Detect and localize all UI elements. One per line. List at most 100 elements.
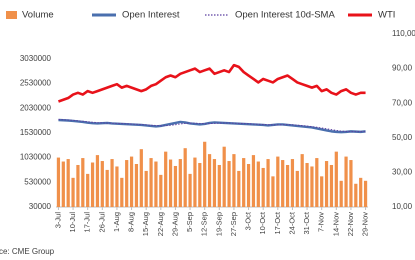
volume-bar (198, 163, 202, 207)
volume-bar (149, 158, 153, 207)
y2-tick-label: 90,00 (392, 64, 413, 73)
volume-bar (86, 173, 90, 207)
volume-bar (329, 164, 334, 207)
volume-bar (242, 158, 246, 207)
volume-bar (207, 154, 212, 207)
volume-bar (110, 159, 114, 207)
volume-bar (173, 165, 178, 207)
x-tick-label: 26-Jul (97, 212, 106, 233)
volume-bar (139, 149, 143, 207)
volume-bar (295, 170, 299, 207)
x-tick-label: 10-Jul (68, 212, 77, 233)
volume-bar (324, 161, 329, 207)
volume-bar (363, 180, 368, 207)
y2-tick-label: 10,00 (392, 202, 413, 211)
volume-bar (305, 163, 309, 207)
volume-bar (217, 164, 221, 207)
x-tick-label: 7-Nov (317, 212, 326, 232)
x-tick-label: 5-Sep (185, 212, 194, 232)
x-tick-label: 19-Sep (214, 212, 223, 236)
volume-bar (251, 155, 256, 207)
volume-bar (227, 161, 231, 207)
source-note: ce: CME Group (0, 247, 55, 256)
x-tick-label: 8-Aug (127, 212, 136, 232)
volume-bar (271, 176, 275, 207)
x-tick-label: 1-Aug (112, 212, 121, 232)
volume-bar (315, 158, 319, 207)
x-tick-label: 12-Sep (200, 212, 209, 236)
volume-bar (256, 161, 260, 207)
x-tick-label: 22-Nov (346, 212, 355, 236)
volume-bar (212, 159, 217, 207)
volume-bar (281, 160, 285, 207)
x-tick-label: 3-Jul (53, 212, 62, 229)
volume-bar (144, 170, 148, 207)
volume-bar (222, 146, 226, 207)
legend-swatch (6, 11, 17, 19)
x-tick-label: 10-Oct (258, 211, 267, 234)
volume-bar (164, 151, 168, 207)
x-tick-label: 24-Oct (287, 211, 296, 234)
volume-bar (81, 158, 85, 207)
volume-bar (100, 161, 104, 207)
volume-bar (334, 151, 338, 207)
volume-bar (71, 177, 75, 207)
y-tick-label: 30000 (29, 202, 52, 211)
y-tick-label: 2030000 (20, 103, 52, 112)
x-tick-label: 3-Oct (244, 211, 253, 230)
y2-tick-label: 70,00 (392, 98, 413, 107)
volume-bar (154, 161, 158, 207)
volume-bar (134, 163, 139, 207)
y2-tick-label: 50,00 (392, 133, 413, 142)
x-tick-label: 17-Jul (83, 212, 92, 233)
volume-bar (359, 177, 363, 207)
volume-bar (300, 154, 304, 207)
y-tick-label: 1030000 (20, 153, 52, 162)
volume-bar (188, 173, 192, 207)
y2-tick-label: 110,00 (392, 29, 415, 38)
volume-bar (125, 160, 129, 207)
volume-bar (90, 162, 95, 207)
volume-bar (344, 156, 348, 207)
legend-label: Open Interest 10d-SMA (235, 10, 335, 21)
volume-bar (266, 159, 270, 207)
open-interest-line (58, 119, 366, 133)
y-tick-label: 3030000 (20, 54, 52, 63)
volume-bar (246, 163, 251, 207)
wti-line (58, 63, 366, 103)
legend-label: Open Interest (122, 10, 180, 21)
volume-bar (66, 159, 70, 207)
volume-bar (193, 157, 197, 207)
x-tick-label: 17-Oct (273, 211, 282, 234)
y2-tick-label: 30,00 (392, 168, 413, 177)
volume-bar (203, 141, 207, 207)
volume-bar (285, 164, 290, 207)
volume-bar (168, 159, 173, 207)
legend-label: WTI (378, 10, 395, 21)
volume-bar (61, 161, 65, 207)
volume-bar (129, 156, 134, 207)
volume-bar (349, 160, 353, 207)
volume-bar (339, 180, 343, 207)
volume-bar (56, 157, 61, 207)
volume-bar (261, 167, 265, 207)
y-tick-label: 1530000 (20, 128, 52, 137)
x-tick-label: 31-Oct (302, 211, 311, 234)
volume-bar (159, 174, 163, 207)
x-tick-label: 14-Nov (331, 212, 340, 236)
volume-bar (178, 159, 182, 207)
x-tick-label: 29-Aug (170, 212, 179, 236)
open-interest-line (58, 118, 366, 134)
volume-bar (120, 177, 124, 207)
legend-label: Volume (22, 10, 54, 21)
volume-bar (276, 156, 280, 207)
x-tick-label: 29-Nov (361, 212, 370, 236)
volume-bar (237, 170, 241, 207)
x-tick-label: 15-Aug (141, 212, 150, 236)
volume-bar (320, 176, 324, 207)
x-tick-label: 22-Aug (156, 212, 165, 236)
volume-bar (115, 166, 119, 207)
volume-bar (95, 155, 100, 207)
volume-bar (76, 164, 80, 207)
